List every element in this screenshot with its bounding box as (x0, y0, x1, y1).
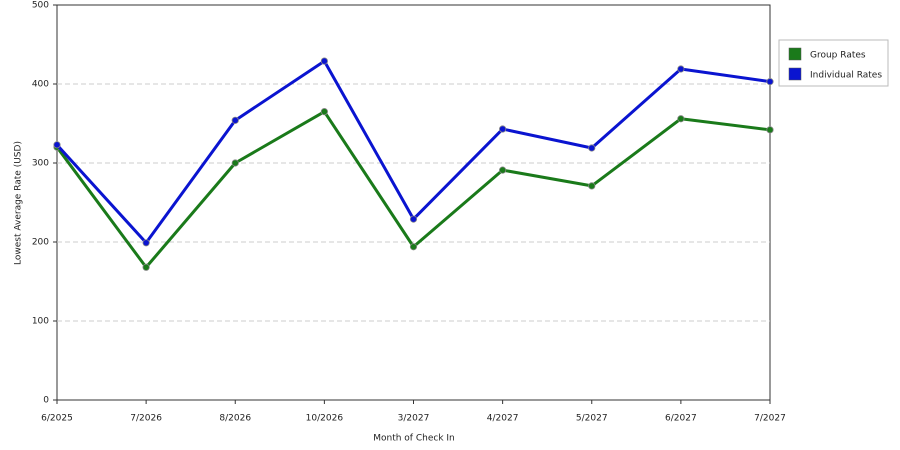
y-tick-label: 200 (32, 238, 49, 248)
x-tick-label: 7/2026 (130, 414, 162, 424)
y-axis-label: Lowest Average Rate (USD) (14, 141, 24, 265)
data-point (499, 166, 507, 174)
y-tick-label: 500 (32, 1, 49, 11)
x-tick-label: 7/2027 (754, 414, 786, 424)
data-point (766, 78, 774, 86)
x-tick-label: 10/2026 (306, 414, 344, 424)
x-tick-label: 5/2027 (576, 414, 608, 424)
data-point (677, 65, 685, 73)
data-point (53, 141, 61, 149)
data-point (231, 116, 239, 124)
data-point (142, 239, 150, 247)
y-tick-label: 400 (32, 80, 49, 90)
data-point (409, 243, 418, 251)
legend-label: Group Rates (810, 51, 866, 61)
y-tick-label: 300 (32, 159, 49, 169)
legend-swatch (788, 47, 802, 61)
y-tick-label: 100 (32, 317, 49, 327)
x-tick-label: 6/2027 (665, 414, 697, 424)
x-tick-label: 4/2027 (487, 414, 519, 424)
legend-label: Individual Rates (810, 71, 882, 81)
plot-area (56, 4, 771, 401)
data-point (142, 263, 150, 271)
x-axis-label: Month of Check In (373, 434, 455, 444)
legend-swatch (788, 67, 802, 81)
y-tick-label: 0 (43, 396, 49, 406)
data-point (766, 126, 774, 134)
data-point (409, 215, 418, 223)
data-point (320, 108, 328, 116)
x-tick-label: 6/2025 (41, 414, 73, 424)
data-point (588, 182, 596, 190)
data-point (499, 125, 507, 133)
data-point (320, 57, 328, 65)
data-point (231, 159, 239, 167)
data-point (588, 144, 596, 152)
x-tick-label: 3/2027 (398, 414, 430, 424)
data-point (677, 115, 685, 123)
x-tick-label: 8/2026 (219, 414, 251, 424)
